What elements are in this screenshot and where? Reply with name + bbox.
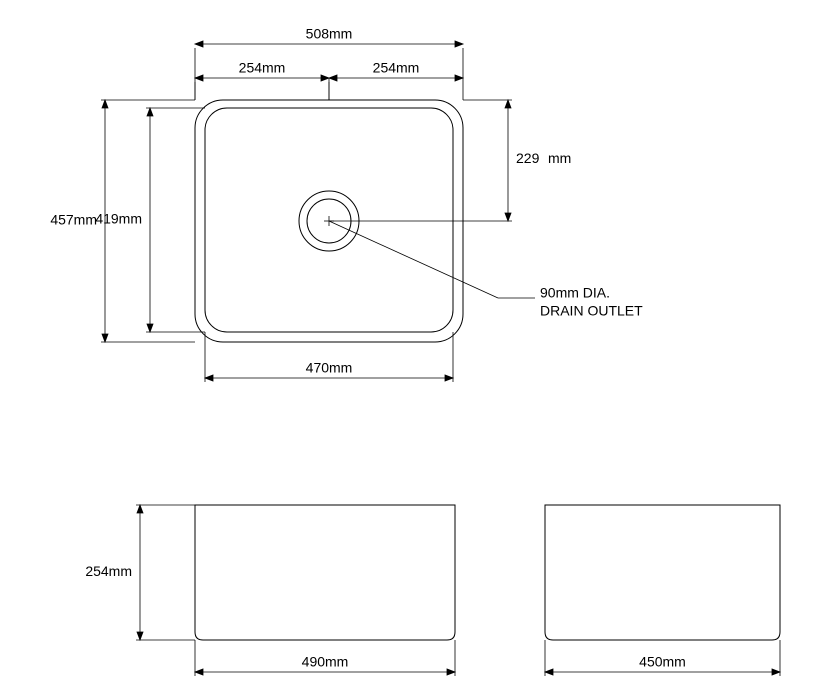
arrowhead [195, 75, 203, 81]
arrowhead [147, 108, 153, 116]
arrowhead [137, 632, 143, 640]
arrowhead [195, 669, 203, 675]
side-view-rect [545, 505, 780, 640]
arrowhead [772, 669, 780, 675]
arrowhead [195, 41, 203, 47]
dim-height-inner: 419mm [95, 211, 142, 227]
dim-drain-depth: mm [548, 150, 571, 166]
dim-height-outer: 457mm [50, 212, 97, 228]
dim-width-outer: 508mm [306, 26, 353, 42]
arrowhead [102, 334, 108, 342]
dim-side-width: 450mm [639, 654, 686, 670]
arrowhead [329, 75, 337, 81]
dim-width-half-right: 254mm [373, 60, 420, 76]
arrowhead [321, 75, 329, 81]
arrowhead [147, 324, 153, 332]
dim-width-half-left: 254mm [239, 60, 286, 76]
arrowhead [447, 669, 455, 675]
front-view-rect [195, 505, 455, 640]
arrowhead [205, 375, 213, 381]
arrowhead [455, 41, 463, 47]
dim-width-inner: 470mm [306, 360, 353, 376]
arrowhead [102, 100, 108, 108]
dim-front-width: 490mm [302, 654, 349, 670]
dim-front-height: 254mm [85, 563, 132, 579]
arrowhead [445, 375, 453, 381]
arrowhead [505, 100, 511, 108]
arrowhead [137, 505, 143, 513]
drain-label-1: 90mm DIA. [540, 285, 610, 301]
dim-drain-depth: 229 [516, 150, 540, 166]
arrowhead [545, 669, 553, 675]
leader-line [329, 221, 498, 298]
drain-label-2: DRAIN OUTLET [540, 303, 643, 319]
arrowhead [455, 75, 463, 81]
arrowhead [505, 213, 511, 221]
